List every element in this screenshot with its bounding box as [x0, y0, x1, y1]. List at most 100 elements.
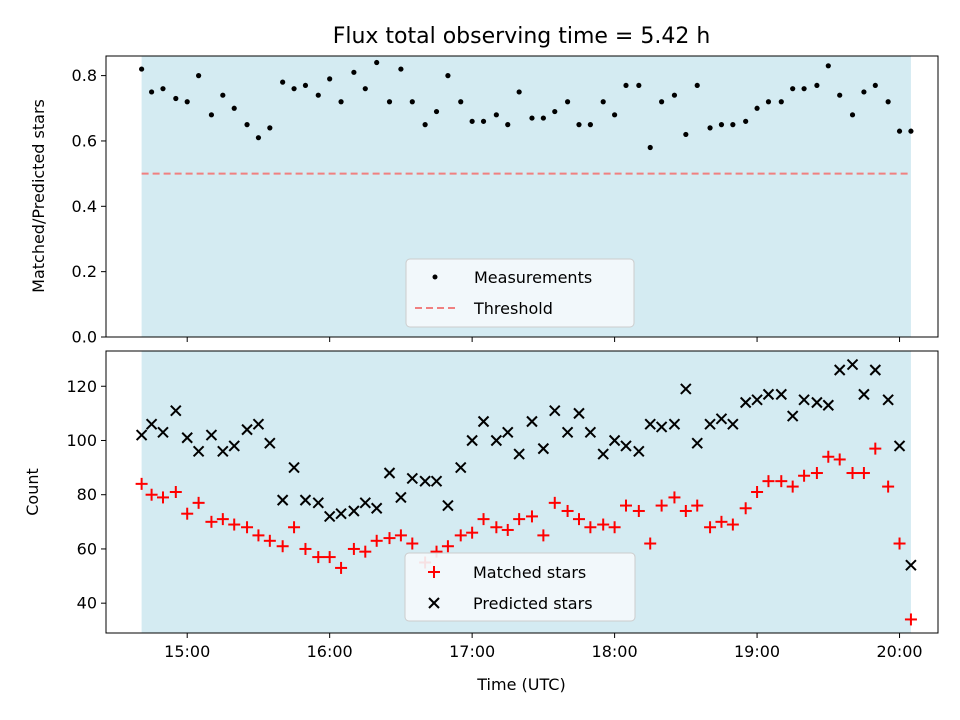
legend-measurements-marker — [432, 274, 438, 280]
predicted-point — [858, 388, 870, 401]
x-b — [858, 388, 870, 401]
predicted-point — [668, 418, 681, 430]
predicted-point — [157, 426, 169, 439]
measurement-point — [148, 89, 155, 95]
x-b — [395, 491, 407, 504]
predicted-point — [348, 505, 360, 517]
x-b — [406, 472, 419, 485]
predicted-point — [893, 440, 906, 452]
predicted-point — [252, 418, 265, 430]
matched-point — [466, 526, 479, 539]
x-tick-label: 18:00 — [592, 642, 638, 661]
predicted-point — [299, 494, 312, 506]
x-b — [833, 364, 846, 376]
x-b — [170, 404, 182, 417]
predicted-point — [383, 467, 396, 479]
x-b — [359, 497, 371, 509]
matched-point — [228, 518, 241, 531]
x-b — [288, 461, 300, 474]
measurement-point — [861, 89, 867, 95]
top-panel: 0.00.20.40.60.8 Matched/Predicted stars … — [29, 55, 939, 347]
measurement-point — [351, 69, 357, 75]
measurement-point — [743, 118, 749, 124]
x-b — [762, 388, 775, 401]
matched-point — [477, 513, 490, 526]
predicted-point — [655, 421, 668, 433]
predicted-point — [359, 497, 371, 509]
predicted-point — [608, 434, 621, 447]
legend-predicted-label: Predicted stars — [473, 594, 593, 613]
x-axis-label: Time (UTC) — [476, 675, 565, 694]
measurement-point — [422, 122, 428, 128]
matched-point — [490, 521, 503, 534]
predicted-point — [620, 440, 632, 452]
matched-point — [169, 486, 182, 498]
matched-point — [406, 537, 419, 550]
measurement-point — [291, 86, 297, 92]
x-b — [846, 358, 859, 371]
matched-point — [833, 453, 846, 466]
predicted-point — [323, 510, 336, 523]
matched-point — [668, 491, 681, 504]
predicted-point — [905, 559, 917, 571]
x-b — [502, 426, 514, 439]
matched-point — [882, 480, 895, 493]
predicted-point — [833, 364, 846, 376]
measurement-point — [754, 105, 760, 111]
x-b — [477, 415, 490, 428]
predicted-point — [228, 440, 240, 452]
measurement-point — [801, 86, 807, 92]
y-tick-label: 0.6 — [72, 131, 97, 150]
matched-point — [525, 510, 538, 523]
y-tick-label: 0.4 — [72, 197, 97, 216]
predicted-point — [739, 396, 752, 409]
measurement-point — [600, 99, 606, 105]
x-b — [181, 432, 193, 444]
x-b — [419, 475, 431, 487]
x-b — [145, 418, 158, 430]
x-b — [217, 445, 229, 458]
predicted-point — [762, 388, 775, 401]
predicted-point — [395, 491, 407, 504]
predicted-point — [633, 445, 645, 458]
matched-point — [869, 442, 882, 455]
x-tick-label: 19:00 — [734, 642, 780, 661]
predicted-point — [644, 418, 656, 430]
x-b — [370, 502, 383, 514]
x-b — [573, 407, 585, 420]
x-b — [620, 440, 632, 452]
matched-point — [632, 504, 645, 517]
x-b — [798, 394, 810, 406]
matched-point — [370, 534, 383, 547]
x-b — [442, 499, 454, 512]
y-tick-label: 0.2 — [72, 262, 97, 281]
predicted-point — [276, 494, 289, 506]
matched-point — [263, 534, 276, 547]
x-tick-label: 16:00 — [307, 642, 353, 661]
measurement-point — [362, 86, 368, 92]
measurement-point — [374, 59, 380, 66]
predicted-point — [704, 418, 716, 430]
predicted-point — [798, 394, 810, 406]
matched-point — [584, 521, 597, 534]
matched-point — [145, 488, 158, 501]
matched-point — [323, 551, 336, 564]
legend-threshold-label: Threshold — [473, 299, 553, 318]
measurement-point — [671, 92, 678, 98]
x-b — [715, 413, 728, 425]
predicted-point — [490, 434, 503, 447]
measurement-point — [612, 112, 618, 118]
predicted-point — [846, 358, 859, 371]
matched-point — [620, 499, 632, 512]
x-b — [455, 461, 467, 474]
predicted-point — [822, 399, 835, 411]
measurement-point — [433, 108, 440, 115]
predicted-point — [786, 410, 799, 422]
matched-point — [347, 542, 360, 555]
predicted-point — [442, 499, 454, 512]
matched-point — [691, 499, 704, 512]
matched-point — [679, 504, 692, 517]
measurement-point — [825, 63, 831, 69]
predicted-point — [145, 418, 158, 430]
matched-point — [441, 540, 454, 553]
